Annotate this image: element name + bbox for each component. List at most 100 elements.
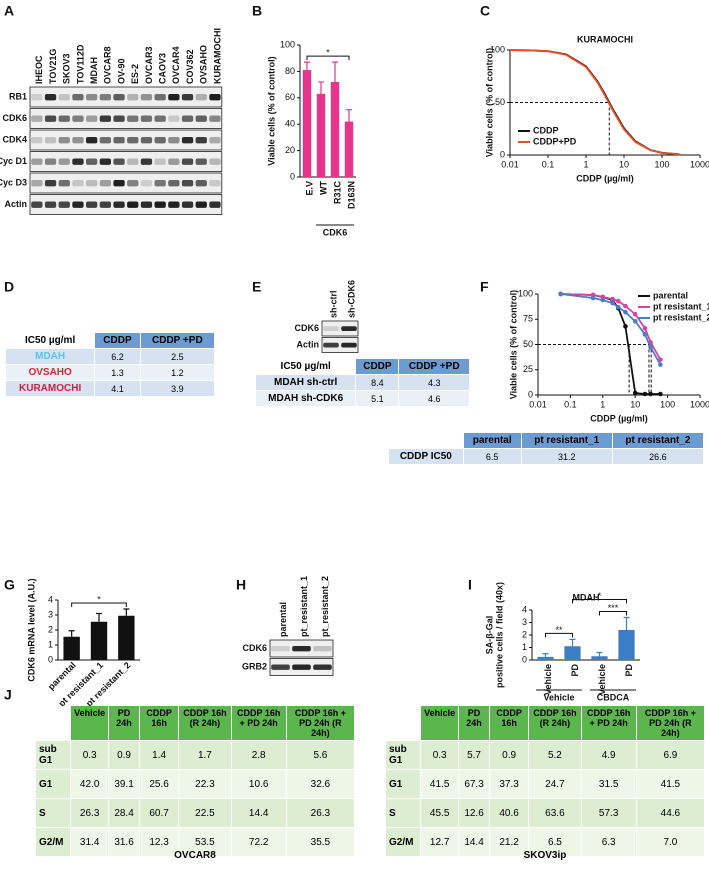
band — [113, 180, 125, 187]
row-label: sub G1 — [36, 741, 71, 769]
x-tick-label: R31C — [332, 181, 342, 205]
band — [209, 115, 221, 122]
legend-label: parental — [653, 290, 688, 300]
band — [168, 201, 180, 208]
error-bar — [123, 608, 130, 616]
band — [140, 94, 153, 101]
row-label: MDAH — [6, 349, 95, 364]
cell: 26.3 — [286, 799, 354, 827]
y-tick-label: 0 — [528, 389, 533, 399]
y-tick-label: 1 — [48, 639, 53, 649]
chart-title: MDAH — [573, 592, 600, 602]
band — [168, 158, 180, 165]
panel-letter: D — [4, 279, 14, 295]
band — [181, 201, 194, 208]
cell: 6.2 — [95, 349, 140, 364]
row-label: S — [36, 799, 71, 827]
band — [168, 115, 180, 122]
data-point — [623, 309, 628, 315]
band — [99, 137, 111, 144]
lane-label: IHEOC — [34, 55, 44, 84]
x-tick-label: 0.1 — [564, 399, 577, 409]
lane-label: SKOV3 — [62, 53, 72, 84]
band — [58, 115, 70, 122]
band — [154, 94, 166, 101]
band — [195, 115, 207, 122]
row-label: CDDP IC50 — [389, 449, 463, 464]
corner-cell — [389, 433, 463, 448]
cell: 1.7 — [179, 741, 231, 769]
band — [31, 137, 43, 144]
row-label: GRB2 — [242, 661, 267, 671]
band — [113, 115, 125, 122]
band — [86, 137, 98, 144]
cell: 6.5 — [529, 828, 581, 856]
data-point — [642, 391, 648, 397]
group-label: CBDCA — [597, 692, 630, 702]
cell: 37.3 — [489, 770, 529, 798]
table-row: S 26.3 28.4 60.7 22.5 14.4 26.3 — [36, 799, 354, 827]
lane-label: pt_resistant_1 — [299, 576, 309, 637]
band — [168, 137, 180, 144]
table-row: sub G1 0.3 5.7 0.9 5.2 4.9 6.9 — [386, 741, 704, 769]
table-row: G1 42.0 39.1 25.6 22.3 10.6 32.6 — [36, 770, 354, 798]
band — [154, 137, 166, 144]
band — [44, 158, 57, 165]
x-tick-label: 0.01 — [529, 399, 547, 409]
table-row: G2/M 12.7 14.4 21.2 6.5 6.3 7.0 — [386, 828, 704, 856]
table-row: MDAH 6.2 2.5 — [6, 349, 214, 364]
band — [195, 201, 207, 208]
band — [31, 180, 43, 187]
lane-label: ES-2 — [130, 64, 140, 84]
band — [31, 115, 43, 122]
blot-row — [29, 172, 223, 194]
lane-label: KURAMOCHI — [212, 28, 222, 84]
band — [72, 115, 84, 122]
error-bar — [542, 653, 549, 657]
column-header: CDDP +PD — [399, 359, 469, 374]
panel-letter: F — [480, 279, 489, 295]
cell: 0.3 — [71, 741, 109, 769]
cell: 60.7 — [139, 799, 179, 827]
row-label: CDK6 — [2, 113, 27, 123]
table: parental pt resistant_1 pt resistant_2 CDDP… — [388, 432, 704, 465]
band — [58, 180, 70, 187]
blot-row — [321, 320, 359, 337]
row-label: Actin — [5, 199, 28, 209]
band — [31, 158, 43, 165]
band — [44, 180, 57, 187]
error-bar — [68, 630, 75, 637]
band — [168, 180, 180, 187]
row-label: G2/M — [386, 828, 421, 856]
band — [209, 94, 221, 101]
band — [154, 158, 166, 165]
band — [72, 94, 84, 101]
lane-label: parental — [278, 602, 288, 637]
y-tick-label: 4 — [522, 604, 527, 614]
row-label: RB1 — [9, 91, 27, 101]
blot-row — [29, 108, 223, 129]
band — [140, 115, 153, 122]
error-bar — [304, 61, 310, 71]
panel-letter: G — [4, 577, 15, 593]
table: IC50 µg/ml CDDP CDDP +PD MDAH sh-ctrl 8.4 4.3… — [255, 358, 470, 407]
cell: 3.9 — [140, 381, 214, 396]
band — [209, 137, 221, 144]
lane-label: OVSAHO — [199, 45, 209, 84]
band — [86, 94, 98, 101]
lane-label: MDAH — [89, 57, 99, 84]
legend-label: pt resistant_2 — [653, 312, 709, 322]
y-tick-label: 1 — [522, 642, 527, 652]
y-axis-label: Viable cells (% of control) — [266, 56, 276, 165]
cell: 4.3 — [399, 375, 469, 390]
cell: 35.5 — [286, 828, 354, 856]
row-label: G2/M — [36, 828, 71, 856]
bar — [90, 621, 108, 660]
table-row: S 45.5 12.6 40.6 63.6 57.3 44.6 — [386, 799, 704, 827]
band — [271, 645, 290, 652]
y-tick-label: 0 — [522, 654, 527, 664]
lane-label: TOV21G — [48, 49, 58, 84]
table-row: CDDP IC50 6.5 31.2 26.6 — [389, 449, 703, 464]
bar — [564, 646, 581, 660]
header-row: Vehicle PD 24h CDDP 16h CDDP 16h (R 24h) CDD… — [386, 706, 704, 740]
